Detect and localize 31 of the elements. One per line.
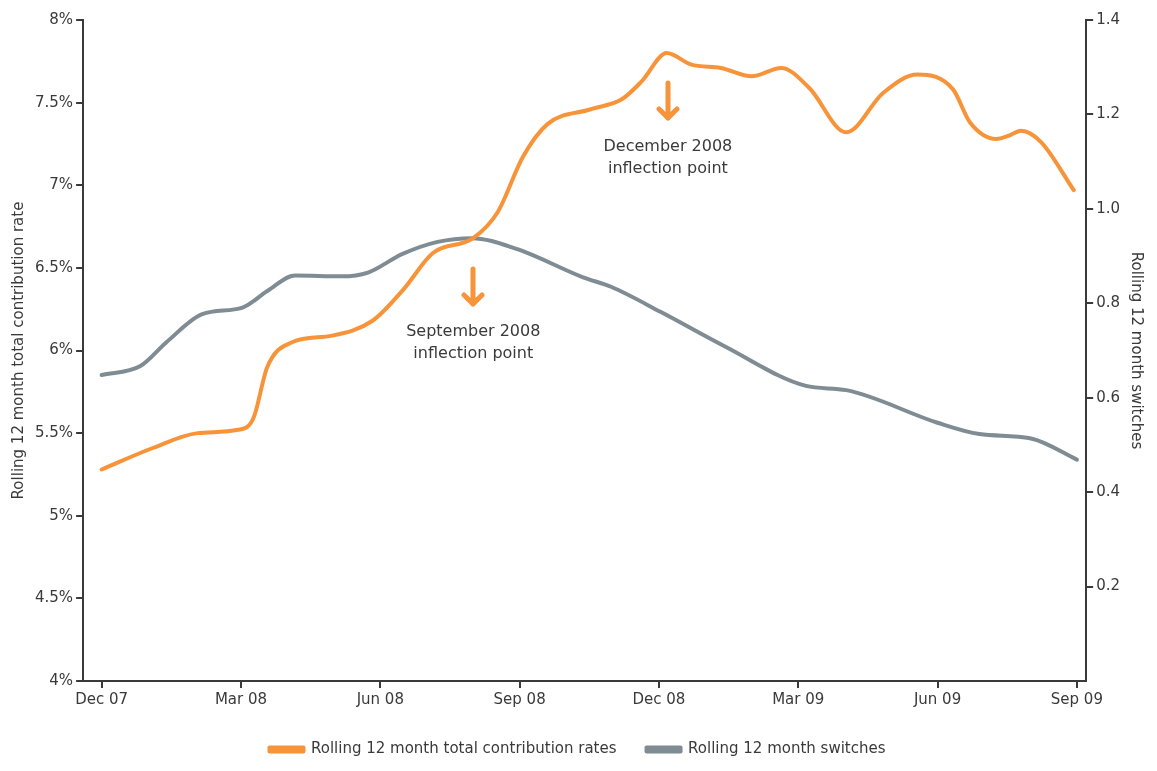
y2-tick-label: 1.0 (1096, 198, 1120, 217)
x-tick-label: Dec 07 (75, 689, 129, 708)
y-tick-label: 6% (49, 340, 74, 359)
y-tick-label: 5% (49, 505, 74, 524)
x-tick-label: Mar 08 (214, 689, 268, 708)
y2-axis-title: Rolling 12 month switches (1128, 251, 1147, 450)
y2-tick-label: 0.8 (1096, 293, 1120, 312)
annotation: September 2008 inflection point (406, 321, 541, 363)
y-tick-label: 8% (49, 9, 74, 28)
x-tick-label: Jun 09 (912, 689, 962, 708)
y2-tick-label: 0.4 (1096, 482, 1120, 501)
y-tick-label: 7.5% (35, 92, 74, 111)
y2-tick-label: 1.4 (1096, 9, 1120, 28)
line-series (99, 236, 1079, 462)
y-tick-label: 4% (49, 670, 74, 689)
y-tick-label: 6.5% (35, 257, 74, 276)
x-tick-label: Dec 08 (632, 689, 686, 708)
annotation: December 2008 inflection point (603, 135, 733, 177)
y-axis-title: Rolling 12 month total contribution rate (8, 201, 27, 500)
legend-label: Rolling 12 month switches (688, 739, 886, 758)
y-tick-label: 5.5% (35, 423, 74, 442)
x-tick-label: Jun 08 (355, 689, 404, 708)
x-tick-label: Sep 08 (493, 689, 546, 708)
x-tick-label: Mar 09 (772, 689, 825, 708)
legend-label: Rolling 12 month total contribution rates (310, 739, 617, 758)
x-tick-label: Sep 09 (1050, 689, 1103, 708)
y2-tick-label: 0.2 (1096, 576, 1120, 595)
y2-tick-label: 0.6 (1096, 387, 1120, 406)
y-tick-label: 4.5% (35, 588, 74, 607)
y-tick-label: 7% (49, 175, 74, 194)
y2-tick-label: 1.2 (1096, 104, 1120, 123)
